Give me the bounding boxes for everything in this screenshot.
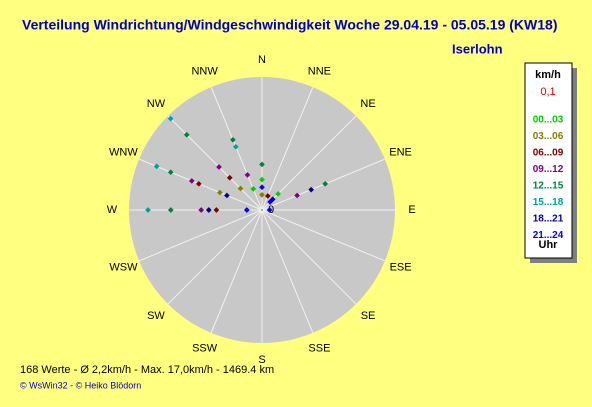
legend-entry: 12...15 — [533, 181, 564, 192]
direction-label: E — [408, 204, 415, 216]
data-point — [259, 161, 265, 168]
direction-label: SW — [147, 310, 165, 322]
data-point — [167, 115, 174, 122]
data-point — [264, 193, 271, 199]
direction-label: N — [258, 54, 266, 66]
legend-title: km/h — [535, 69, 561, 81]
legend-subtitle: 0,1 — [540, 86, 555, 98]
legend-entry: 18...21 — [533, 214, 564, 225]
legend-entry: 21...24 — [533, 230, 564, 241]
spoke — [138, 209, 263, 262]
direction-label: SSW — [192, 342, 218, 354]
direction-label: W — [107, 204, 118, 216]
data-point — [217, 189, 223, 196]
direction-label: WSW — [109, 261, 138, 273]
legend-entry: 03...06 — [533, 131, 564, 142]
data-point — [237, 185, 244, 192]
data-point — [322, 180, 329, 187]
spoke — [261, 209, 357, 305]
data-point — [267, 199, 273, 205]
data-point — [275, 191, 281, 197]
legend-entry: 09...12 — [533, 164, 564, 175]
direction-label: NW — [147, 98, 166, 110]
spoke — [261, 209, 386, 262]
data-point — [145, 207, 151, 213]
data-point — [259, 184, 265, 191]
footer: 168 Werte - Ø 2,2km/h - Max. 17,0km/h - … — [20, 364, 274, 376]
data-point — [167, 207, 174, 213]
data-point — [250, 186, 257, 192]
data-point — [232, 143, 239, 150]
legend-entry: 15...18 — [533, 197, 564, 208]
direction-label: SE — [361, 310, 376, 322]
data-point — [244, 172, 251, 178]
data-point — [226, 174, 233, 181]
direction-label: ESE — [390, 261, 412, 273]
radial-tick — [261, 209, 263, 211]
spoke — [261, 86, 314, 211]
legend-box — [524, 62, 573, 259]
direction-label: ENE — [389, 147, 412, 159]
spoke — [261, 209, 314, 334]
spoke — [167, 115, 263, 211]
data-point — [243, 207, 250, 213]
data-point — [167, 169, 174, 176]
direction-label: NNE — [308, 65, 331, 77]
data-point — [205, 207, 212, 213]
credit: © WsWin32 - © Heiko Blödorn — [20, 380, 141, 390]
legend-entry: 00...03 — [533, 115, 564, 126]
direction-label: S — [258, 354, 265, 366]
data-point — [224, 192, 230, 199]
data-point — [308, 186, 314, 193]
data-point — [259, 191, 265, 198]
data-point — [198, 207, 205, 213]
spoke — [167, 209, 263, 305]
legend-entry: 06...09 — [533, 148, 564, 159]
spoke — [210, 209, 263, 334]
data-point — [213, 207, 220, 213]
data-point — [195, 180, 202, 187]
direction-label: SSE — [308, 342, 330, 354]
chart-title: Verteilung Windrichtung/Windgeschwindigk… — [22, 17, 558, 33]
data-point — [266, 207, 273, 213]
legend-footer: Uhr — [539, 239, 559, 251]
direction-label: NE — [360, 98, 375, 110]
data-point — [153, 163, 160, 170]
data-point — [259, 176, 265, 183]
subtitle: Iserlohn — [452, 41, 503, 56]
data-point — [188, 178, 195, 184]
direction-label: WNW — [109, 147, 138, 159]
data-point — [294, 192, 300, 199]
direction-label: NNW — [191, 65, 218, 77]
data-point — [230, 136, 236, 143]
data-point — [216, 164, 222, 170]
data-point — [183, 131, 190, 138]
